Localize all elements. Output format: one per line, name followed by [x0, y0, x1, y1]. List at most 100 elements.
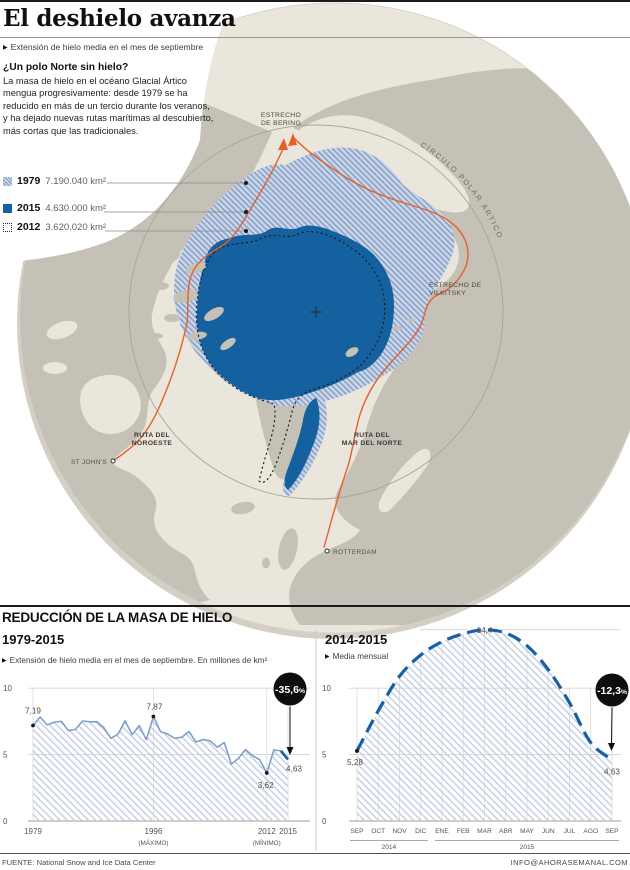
- month-label: JUL: [564, 828, 576, 835]
- swatch-dotted-icon: [3, 223, 12, 232]
- value-label: 5,28: [347, 758, 363, 767]
- series-final-segment: [279, 749, 290, 761]
- footer-credit: INFO@AHORASEMANAL.COM: [510, 858, 628, 867]
- left-chart-subtitle-text: Extensión de hielo media en el mes de se…: [9, 656, 268, 665]
- area-fill: [357, 629, 612, 821]
- mar-norte-label-2: MAR DEL NORTE: [342, 440, 403, 447]
- page-corner-mask: [0, 0, 232, 263]
- bullet-icon: ▶: [325, 654, 330, 660]
- ice-extent-2015: [196, 225, 394, 401]
- page-title: El deshielo avanza: [3, 5, 236, 32]
- section-rule: [0, 605, 630, 607]
- y-tick: 5: [3, 751, 8, 760]
- chart-2014-2015: 10 5 0 5,28 14,4 4,63 SEP OCT NOV DIC ENE FEB MAR ABR…: [322, 626, 621, 851]
- x-tick: 1979: [24, 827, 42, 836]
- page-subtitle-text: Extensión de hielo media en el mes de se…: [10, 42, 204, 52]
- data-point: [355, 748, 359, 753]
- route-mar-del-norte: [293, 137, 469, 548]
- badge-left: -35,6%: [273, 672, 307, 755]
- right-chart-title: 2014-2015: [325, 632, 388, 647]
- value-label: 7,19: [25, 707, 41, 716]
- badge-left-value: -35,6: [275, 684, 299, 696]
- top-rule: [0, 0, 630, 2]
- rotterdam-label: ROTTERDAM: [333, 549, 377, 556]
- route-arrow-1: [278, 138, 288, 150]
- data-point: [31, 723, 35, 728]
- value-label: 7,87: [146, 702, 162, 711]
- month-label: ENE: [435, 828, 449, 835]
- year-label: 2015: [520, 844, 535, 851]
- islands: [149, 250, 444, 570]
- vilkitsky-label-2: VILKITSKY: [429, 290, 466, 297]
- left-chart-title: 1979-2015: [2, 632, 65, 647]
- x-tick: 2012: [258, 827, 276, 836]
- badge-left-unit: %: [299, 688, 305, 695]
- legend-leader-dots: [244, 181, 248, 233]
- x-tick-sub: (MÍNIMO): [253, 838, 281, 847]
- ice-tongue-2015: [284, 398, 320, 490]
- legend-item-2012: 2012 3.620.020 km²: [3, 222, 106, 233]
- swatch-hatched-icon: [3, 177, 12, 186]
- month-label: ABR: [499, 828, 513, 835]
- noroeste-label-2: NOROESTE: [132, 440, 173, 447]
- month-label: AGO: [583, 828, 598, 835]
- swatch-solid-icon: [3, 204, 12, 213]
- value-label: 14,4: [477, 626, 493, 635]
- intro-block: ¿Un polo Norte sin hielo? La masa de hie…: [3, 62, 215, 137]
- arctic-map: ESTRECHO DE BERING ESTRECHO DE VILKITSKY…: [0, 0, 630, 639]
- month-label: DIC: [415, 828, 427, 835]
- noroeste-label-1: RUTA DEL: [134, 432, 170, 439]
- y-tick: 0: [3, 817, 8, 826]
- legend-item-1979: 1979 7.190.040 km²: [3, 176, 106, 187]
- route-lines: [112, 137, 469, 548]
- bering-label-1: ESTRECHO: [261, 112, 301, 119]
- x-tick-sub: (MÁXIMO): [138, 838, 168, 847]
- route-noroeste: [112, 148, 284, 462]
- year-label: 2014: [382, 844, 397, 851]
- month-label: NOV: [392, 828, 407, 835]
- legend-value: 3.620.020 km²: [45, 222, 107, 233]
- y-tick: 10: [322, 684, 331, 693]
- page-subtitle: ▶ Extensión de hielo media en el mes de s…: [3, 42, 203, 52]
- x-tick: 1996: [145, 827, 163, 836]
- svg-text:-35,6%: -35,6%: [275, 684, 305, 696]
- value-label: 4,63: [286, 765, 302, 774]
- chart-1979-2015: 10 5 0 7,19 7,87 3,62 4,63 1979 1996 (MÁXIMO) 2012…: [3, 684, 310, 847]
- legend-item-2015: 2015 4.630.000 km²: [3, 203, 106, 214]
- badge-right-value: -12,3: [597, 685, 621, 697]
- bering-label-2: DE BERING: [261, 120, 301, 127]
- section-title: REDUCCIÓN DE LA MASA DE HIELO: [2, 610, 233, 625]
- left-chart-subtitle: ▶ Extensión de hielo media en el mes de s…: [2, 656, 267, 665]
- series-line: [32, 715, 282, 774]
- value-label: 4,63: [604, 768, 620, 777]
- rotterdam-marker: [324, 548, 330, 554]
- mar-norte-label-1: RUTA DEL: [354, 432, 390, 439]
- footer-rule: [0, 853, 630, 854]
- route-arrow-2: [288, 133, 297, 146]
- vilkitsky-label-1: ESTRECHO DE: [429, 282, 482, 289]
- month-label: OCT: [371, 828, 385, 835]
- title-rule: [0, 37, 630, 38]
- north-pole-cross: [310, 306, 322, 318]
- legend-value: 4.630.000 km²: [45, 203, 107, 214]
- x-tick: 2015: [279, 827, 297, 836]
- svg-text:-12,3%: -12,3%: [597, 685, 627, 697]
- bullet-icon: ▶: [2, 658, 7, 664]
- legend-leader-lines: [104, 182, 246, 232]
- right-chart-subtitle: ▶ Media mensual: [325, 652, 388, 661]
- bullet-icon: ▶: [3, 45, 8, 51]
- y-tick: 5: [322, 751, 327, 760]
- legend-year: 2012: [17, 221, 41, 233]
- st-johns-label: ST JOHN'S: [71, 459, 107, 466]
- legend-value: 7.190.040 km²: [45, 176, 107, 187]
- legend-year: 2015: [17, 202, 41, 214]
- value-label: 3,62: [258, 781, 274, 790]
- badge-right-arrow: [608, 743, 615, 751]
- right-chart-subtitle-text: Media mensual: [332, 652, 389, 661]
- intro-heading: ¿Un polo Norte sin hielo?: [3, 62, 129, 73]
- land-eurasia: [289, 68, 630, 625]
- data-point: [264, 771, 269, 775]
- series-curve: [355, 628, 613, 761]
- y-tick: 10: [3, 684, 12, 693]
- month-label: MAR: [477, 828, 492, 835]
